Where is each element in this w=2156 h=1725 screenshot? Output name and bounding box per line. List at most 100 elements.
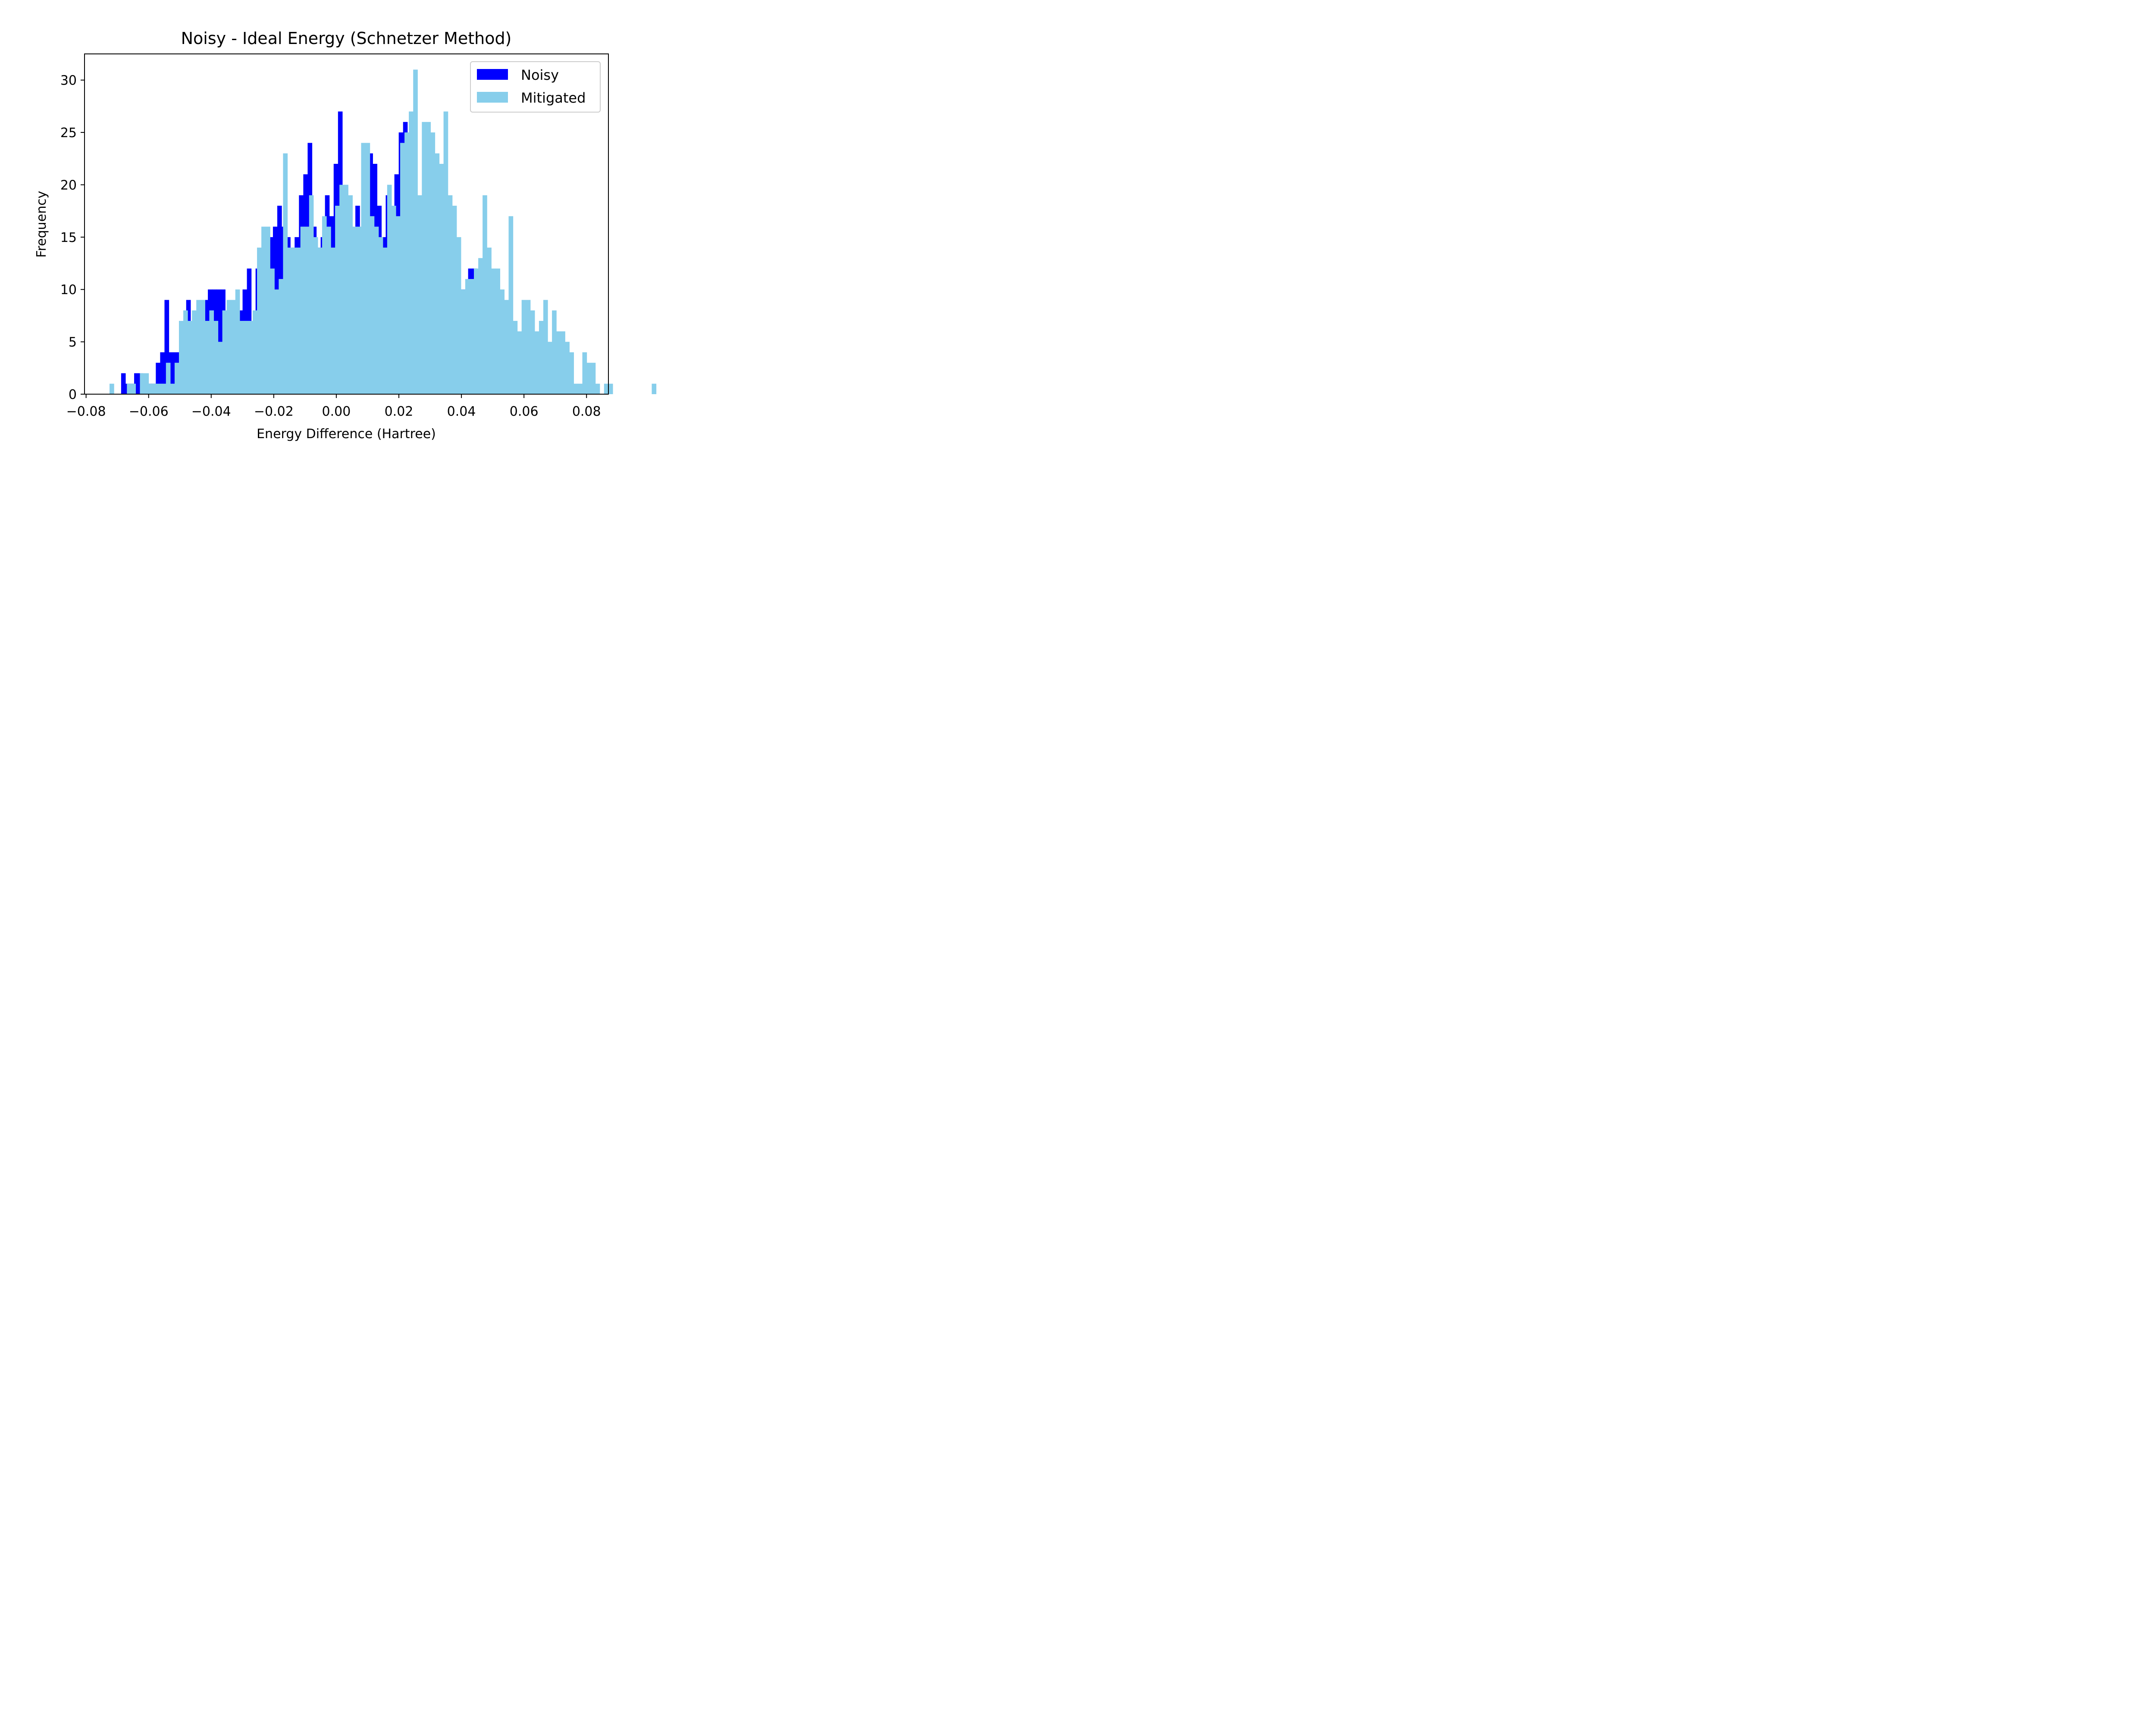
x-tick-label: −0.02 — [254, 404, 294, 419]
mitigated-bar — [539, 321, 544, 394]
mitigated-bar — [317, 248, 323, 394]
mitigated-bar — [196, 300, 201, 394]
mitigated-bar — [382, 248, 388, 394]
x-tick-label: −0.08 — [66, 404, 106, 419]
mitigated-bar — [274, 289, 279, 394]
mitigated-bar — [370, 216, 375, 394]
mitigated-bar — [300, 226, 305, 394]
mitigated-bar — [487, 248, 492, 394]
mitigated-bar — [309, 195, 314, 394]
mitigated-bar — [213, 321, 219, 394]
mitigated-bar — [218, 342, 223, 394]
mitigated-bar — [426, 122, 431, 394]
mitigated-bar — [413, 69, 418, 395]
mitigated-bar — [140, 373, 145, 394]
y-tick-label: 15 — [60, 230, 77, 245]
mitigated-bar — [153, 383, 158, 394]
mitigated-bar — [565, 342, 570, 394]
mitigated-bar — [521, 300, 526, 394]
mitigated-bar — [556, 331, 561, 394]
mitigated-bar — [452, 206, 457, 394]
mitigated-bar — [174, 363, 179, 394]
mitigated-bar — [352, 226, 357, 394]
mitigated-bar — [526, 300, 531, 394]
mitigated-bar — [391, 206, 396, 394]
histogram-figure: Noisy - Ideal Energy (Schnetzer Method) … — [34, 29, 657, 442]
mitigated-bar — [586, 363, 592, 394]
mitigated-bar — [361, 143, 366, 395]
mitigated-bar — [266, 226, 270, 394]
noisy-bar — [156, 363, 160, 394]
mitigated-bar — [465, 279, 470, 394]
mitigated-bar — [357, 226, 362, 394]
x-tick-label: 0.00 — [322, 404, 351, 419]
mitigated-bar — [400, 143, 405, 395]
x-tick-label: −0.06 — [129, 404, 169, 419]
mitigated-bar — [478, 258, 483, 394]
mitigated-bar — [205, 321, 210, 394]
mitigated-bar — [461, 289, 466, 394]
noisy-bar — [216, 289, 221, 394]
mitigated-bar — [244, 321, 249, 394]
mitigated-bar — [161, 383, 166, 394]
mitigated-bar — [483, 195, 487, 394]
mitigated-bar — [530, 310, 535, 394]
mitigated-bar — [261, 226, 266, 394]
mitigated-bar — [378, 237, 383, 394]
mitigated-bar — [270, 268, 275, 394]
mitigated-bar — [127, 383, 132, 394]
mitigated-bar — [287, 248, 292, 394]
legend-label-mitigated: Mitigated — [521, 90, 586, 106]
mitigated-bar — [543, 300, 548, 394]
chart-title: Noisy - Ideal Energy (Schnetzer Method) — [181, 29, 512, 48]
mitigated-bar — [365, 143, 370, 395]
mitigated-bar — [573, 383, 579, 394]
mitigated-bar — [326, 226, 331, 394]
mitigated-bar — [430, 132, 436, 395]
mitigated-bar — [409, 111, 414, 394]
mitigated-bar — [157, 383, 162, 394]
mitigated-bar — [239, 321, 244, 394]
mitigated-bar — [439, 163, 444, 394]
mitigated-bar — [469, 279, 474, 394]
mitigated-bar — [348, 195, 353, 394]
mitigated-bar — [569, 352, 574, 394]
mitigated-bar — [422, 122, 426, 394]
mitigated-bar — [166, 363, 171, 394]
x-tick-label: 0.08 — [572, 404, 601, 419]
mitigated-bar — [322, 216, 327, 394]
mitigated-bar — [395, 216, 401, 394]
mitigated-bar — [170, 383, 175, 394]
mitigated-bar — [595, 383, 600, 394]
y-axis: 0 5 10 15 20 25 30 — [60, 73, 85, 402]
mitigated-bar — [304, 226, 310, 394]
mitigated-bar — [235, 289, 240, 394]
mitigated-bar — [456, 237, 461, 394]
mitigated-bar — [513, 321, 518, 394]
mitigated-bar — [561, 331, 565, 394]
mitigated-bar — [404, 132, 409, 395]
mitigated-bar — [201, 300, 205, 394]
legend-swatch-mitigated — [477, 92, 508, 103]
mitigated-bar — [548, 342, 552, 394]
mitigated-bar — [608, 383, 613, 394]
mitigated-bar — [591, 363, 596, 394]
mitigated-bar — [504, 300, 509, 394]
x-axis: −0.08 −0.06 −0.04 −0.02 0.00 0.02 0.04 0.06 0.08 — [66, 394, 601, 419]
x-tick-label: 0.02 — [385, 404, 414, 419]
y-tick-label: 25 — [60, 125, 77, 141]
mitigated-bar — [296, 248, 301, 394]
bars-layer — [110, 69, 657, 395]
mitigated-bar — [331, 248, 335, 394]
mitigated-bar — [110, 383, 114, 394]
mitigated-bar — [192, 310, 197, 394]
y-tick-label: 10 — [60, 282, 77, 298]
mitigated-bar — [474, 268, 479, 394]
legend-swatch-noisy — [477, 69, 508, 80]
mitigated-bar — [188, 321, 192, 394]
mitigated-bar — [148, 383, 154, 394]
mitigated-bar — [226, 300, 232, 394]
mitigated-bar — [534, 331, 539, 394]
mitigated-bar — [131, 383, 136, 394]
mitigated-bar — [231, 300, 236, 394]
